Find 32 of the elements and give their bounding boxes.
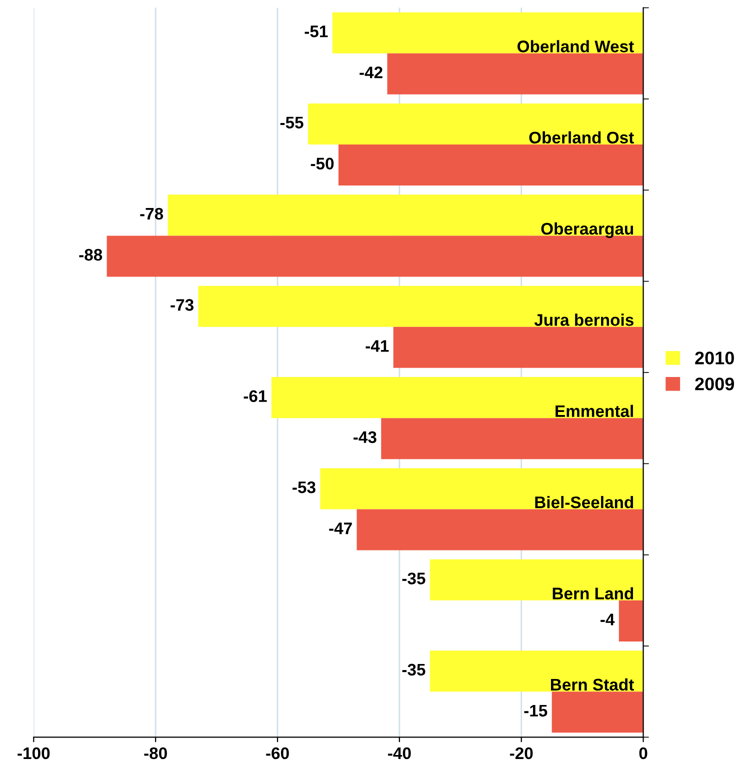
y-tick-label: Oberland Ost (529, 131, 634, 144)
x-tick-label: -20 (510, 747, 533, 760)
data-label: -42 (360, 66, 382, 78)
data-label: -43 (354, 431, 376, 444)
y-tick-label: Biel-Seeland (535, 496, 634, 508)
data-label: -88 (79, 248, 102, 261)
data-label: -78 (140, 208, 164, 220)
x-tick-label: -80 (144, 747, 167, 760)
data-label: -73 (170, 299, 194, 311)
legend-label: 2009 (695, 378, 734, 390)
data-label: -53 (292, 481, 316, 494)
x-tick-label: -40 (388, 747, 411, 760)
y-tick-label: Oberland West (518, 40, 634, 52)
data-label: -51 (304, 26, 328, 38)
x-tick-label: -60 (266, 747, 289, 760)
data-label: -55 (280, 116, 304, 128)
y-tick-label: Oberaargau (541, 222, 634, 238)
y-tick-label: Bern Land (552, 587, 634, 600)
data-label: -35 (402, 664, 426, 676)
x-tick-label: 0 (639, 747, 648, 760)
y-tick-label: Emmental (556, 404, 633, 418)
data-label: -35 (402, 572, 426, 584)
legend-label: 2010 (695, 352, 734, 364)
y-tick-label: Jura bernois (534, 314, 634, 326)
data-label: -4 (600, 614, 615, 626)
y-tick-label: Bern Stadt (550, 678, 634, 691)
x-tick-label: -100 (18, 747, 50, 760)
data-label: -61 (244, 390, 267, 402)
data-label: -41 (366, 340, 389, 352)
data-label: -15 (524, 704, 548, 717)
data-label: -50 (310, 158, 334, 170)
data-label: -47 (329, 522, 352, 534)
